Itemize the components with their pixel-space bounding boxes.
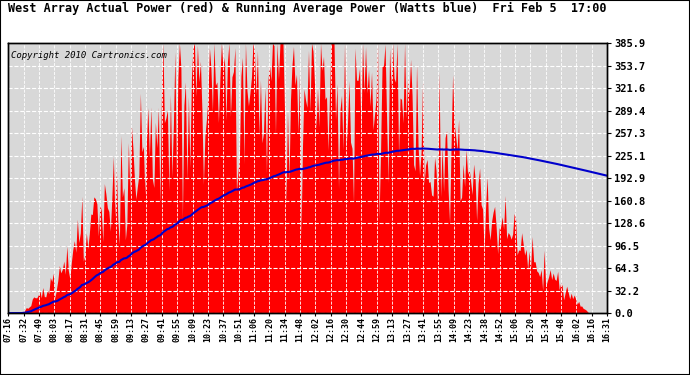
Text: Copyright 2010 Cartronics.com: Copyright 2010 Cartronics.com bbox=[11, 51, 167, 60]
Text: West Array Actual Power (red) & Running Average Power (Watts blue)  Fri Feb 5  1: West Array Actual Power (red) & Running … bbox=[8, 2, 607, 15]
